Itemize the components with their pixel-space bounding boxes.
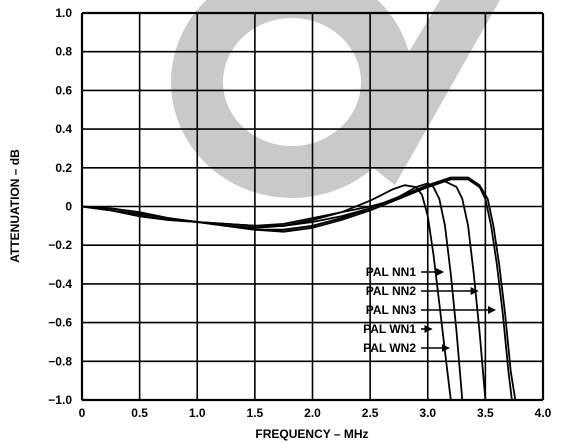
y-tick-label: 0	[65, 200, 72, 214]
y-tick-labels: 1.0 0.8 0.6 0.4 0.2 0 −0.2 −0.4 −0.6 −0.8 −1.0	[48, 6, 72, 407]
x-tick-label: 1.5	[247, 406, 264, 420]
x-axis-title: FREQUENCY – MHz	[255, 427, 368, 441]
y-tick-label: −0.4	[48, 277, 72, 291]
y-tick-label: 0.4	[55, 122, 72, 136]
legend-label-pal-nn2: PAL NN2	[366, 284, 417, 298]
y-tick-label: 0.8	[55, 45, 72, 59]
y-tick-label: −1.0	[48, 393, 72, 407]
series-line-pal-nn3	[81, 180, 487, 401]
series-line-pal-wn2	[81, 176, 517, 401]
legend-label-pal-wn2: PAL WN2	[363, 341, 416, 355]
x-tick-label: 3.5	[477, 406, 494, 420]
legend-label-pal-nn3: PAL NN3	[366, 303, 417, 317]
y-axis-title: ATTENUATION – dB	[8, 149, 22, 263]
grid	[80, 11, 545, 402]
y-tick-label: 0.6	[55, 83, 72, 97]
x-tick-label: 2.0	[304, 406, 321, 420]
x-tick-label: 3.0	[419, 406, 436, 420]
legend-label-pal-nn1: PAL NN1	[366, 265, 417, 279]
x-tick-label: 0	[79, 406, 86, 420]
y-tick-label: −0.8	[48, 354, 72, 368]
y-tick-label: −0.2	[48, 238, 72, 252]
curves	[81, 176, 517, 401]
legend-label-pal-wn1: PAL WN1	[363, 322, 416, 336]
watermark-slash-shape	[350, 0, 500, 185]
x-tick-label: 2.5	[362, 406, 379, 420]
x-tick-label: 1.0	[189, 406, 206, 420]
legend: PAL NN1 PAL NN2 PAL NN3 PAL WN1 PAL WN2	[363, 265, 496, 355]
x-tick-label: 4.0	[535, 406, 552, 420]
watermark	[171, 0, 500, 198]
y-tick-label: 0.2	[55, 161, 72, 175]
x-tick-label: 0.5	[131, 406, 148, 420]
y-tick-label: 1.0	[55, 6, 72, 20]
y-tick-label: −0.6	[48, 316, 72, 330]
x-tick-labels: 0 0.5 1.0 1.5 2.0 2.5 3.0 3.5 4.0	[79, 406, 552, 420]
